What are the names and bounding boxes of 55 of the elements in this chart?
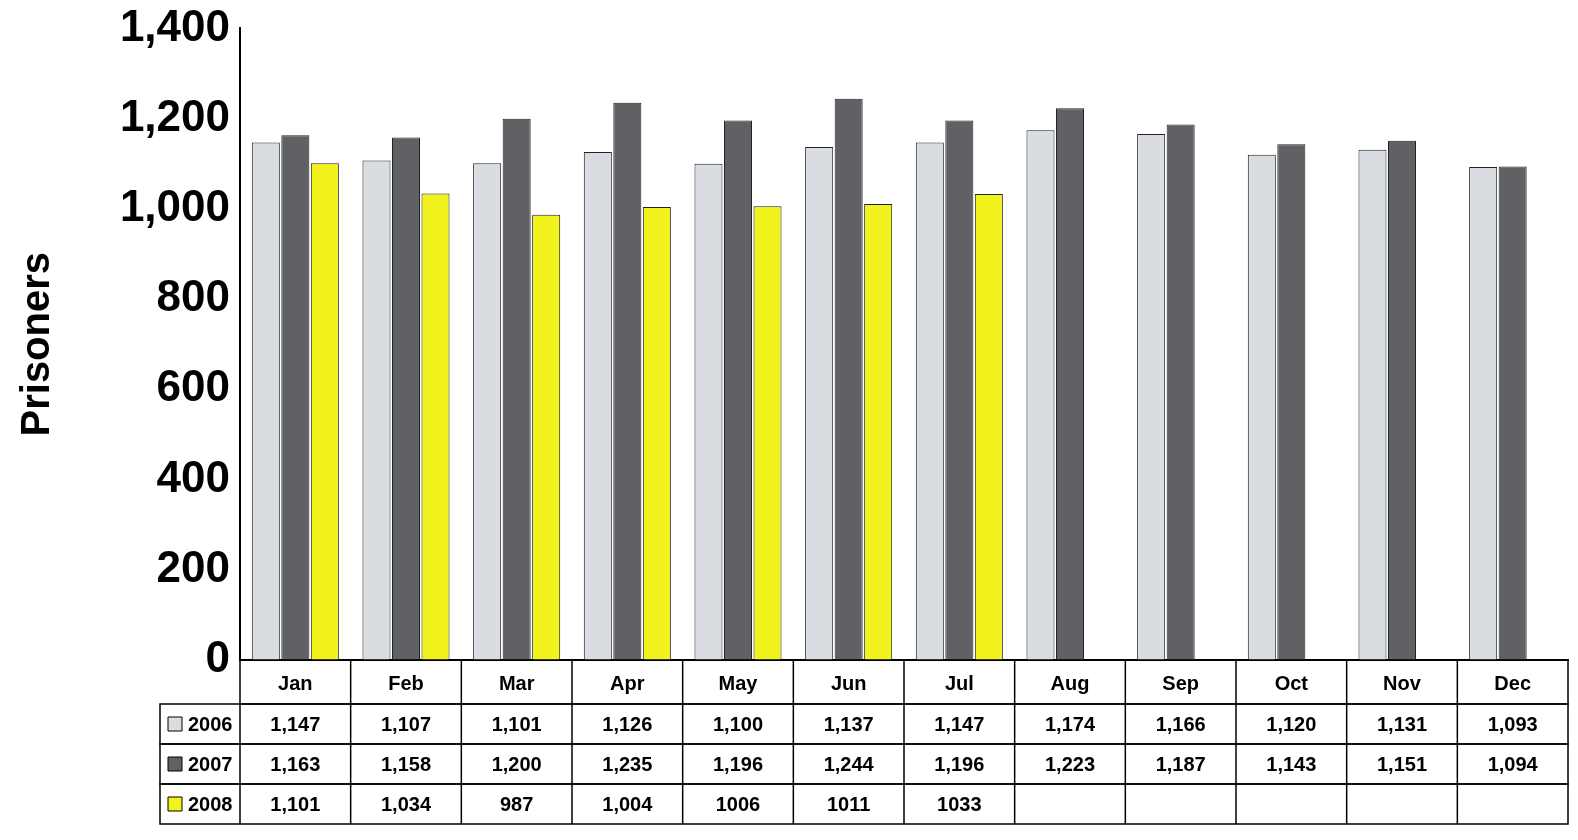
legend-label: 2006 xyxy=(188,712,233,735)
y-tick-label: 800 xyxy=(156,271,230,321)
y-tick-label: 1,200 xyxy=(119,90,230,140)
y-tick-label: 400 xyxy=(156,451,230,501)
y-tick-label: 200 xyxy=(156,541,230,591)
data-label: 987 xyxy=(499,792,534,815)
x-tick-label: Feb xyxy=(388,671,424,694)
data-label: 1,147 xyxy=(270,712,321,735)
data-label: 1,200 xyxy=(491,752,542,775)
x-tick-label: May xyxy=(718,671,759,694)
data-label: 1,187 xyxy=(1155,752,1206,775)
x-tick-label: Jun xyxy=(830,671,867,694)
data-label: 1,094 xyxy=(1487,752,1539,775)
data-label: 1,101 xyxy=(270,792,321,815)
data-label: 1,147 xyxy=(934,712,985,735)
data-label: 1,004 xyxy=(602,792,654,815)
data-label: 1,235 xyxy=(602,752,653,775)
x-tick-label: Nov xyxy=(1383,671,1422,694)
data-label: 1,244 xyxy=(823,752,875,775)
data-label: 1,223 xyxy=(1044,752,1096,775)
data-label: 1,163 xyxy=(270,752,321,775)
x-tick-label: Apr xyxy=(610,671,645,694)
y-tick-label: 1,400 xyxy=(119,0,230,50)
data-label: 1,100 xyxy=(712,712,764,735)
data-label: 1006 xyxy=(715,792,761,815)
x-tick-label: Dec xyxy=(1494,671,1532,694)
data-label: 1,126 xyxy=(602,712,653,735)
data-label: 1,093 xyxy=(1487,712,1538,735)
data-label: 1,137 xyxy=(823,712,874,735)
data-label: 1,131 xyxy=(1376,712,1428,735)
data-label: 1,107 xyxy=(380,712,432,735)
data-label: 1,158 xyxy=(380,752,432,775)
data-label: 1,174 xyxy=(1044,712,1096,735)
data-label: 1,196 xyxy=(712,752,764,775)
y-tick-label: 1,000 xyxy=(119,181,230,230)
x-tick-label: Mar xyxy=(498,671,535,694)
y-tick-label: 600 xyxy=(156,361,230,411)
data-label: 1,166 xyxy=(1155,712,1206,735)
x-tick-label: Jul xyxy=(944,671,974,694)
y-axis-title: Prisoners xyxy=(13,251,58,437)
data-label: 1,101 xyxy=(491,712,542,735)
legend-label: 2008 xyxy=(188,792,233,815)
data-label: 1033 xyxy=(937,792,982,815)
x-tick-label: Oct xyxy=(1274,671,1309,694)
x-tick-label: Jan xyxy=(278,671,313,694)
data-label: 1,196 xyxy=(934,752,985,775)
x-tick-label: Sep xyxy=(1162,671,1200,694)
x-tick-label: Aug xyxy=(1050,671,1090,694)
data-label: 1,120 xyxy=(1266,712,1317,735)
legend-label: 2007 xyxy=(188,752,233,775)
data-label: 1,034 xyxy=(380,792,432,815)
data-label: 1,143 xyxy=(1266,752,1317,775)
y-tick-label: 0 xyxy=(205,632,230,682)
data-label: 1011 xyxy=(826,792,871,815)
data-label: 1,151 xyxy=(1376,752,1428,775)
